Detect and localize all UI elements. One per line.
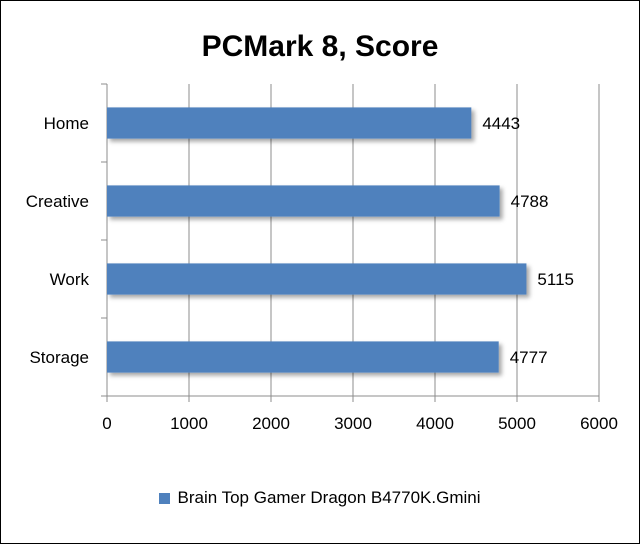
bar	[107, 263, 527, 295]
data-label: 5115	[537, 270, 574, 289]
bar	[107, 107, 472, 139]
legend-swatch	[159, 492, 171, 504]
category-label: Storage	[29, 348, 89, 367]
data-label: 4788	[511, 192, 549, 211]
data-label: 4443	[482, 114, 520, 133]
category-label: Work	[50, 270, 90, 289]
x-tick-label: 5000	[498, 414, 536, 433]
data-label: 4777	[510, 348, 548, 367]
bar	[107, 185, 500, 217]
chart-title: PCMark 8, Score	[201, 30, 439, 63]
x-tick-label: 6000	[580, 414, 618, 433]
x-tick-label: 0	[102, 414, 111, 433]
category-label: Creative	[26, 192, 89, 211]
x-tick-label: 2000	[252, 414, 290, 433]
legend-label: Brain Top Gamer Dragon B4770K.Gmini	[177, 488, 481, 507]
chart-legend: Brain Top Gamer Dragon B4770K.Gmini	[0, 488, 640, 508]
x-tick-label: 3000	[334, 414, 372, 433]
bar	[107, 341, 499, 373]
x-tick-label: 1000	[170, 414, 208, 433]
x-tick-label: 4000	[416, 414, 454, 433]
category-label: Home	[44, 114, 89, 133]
